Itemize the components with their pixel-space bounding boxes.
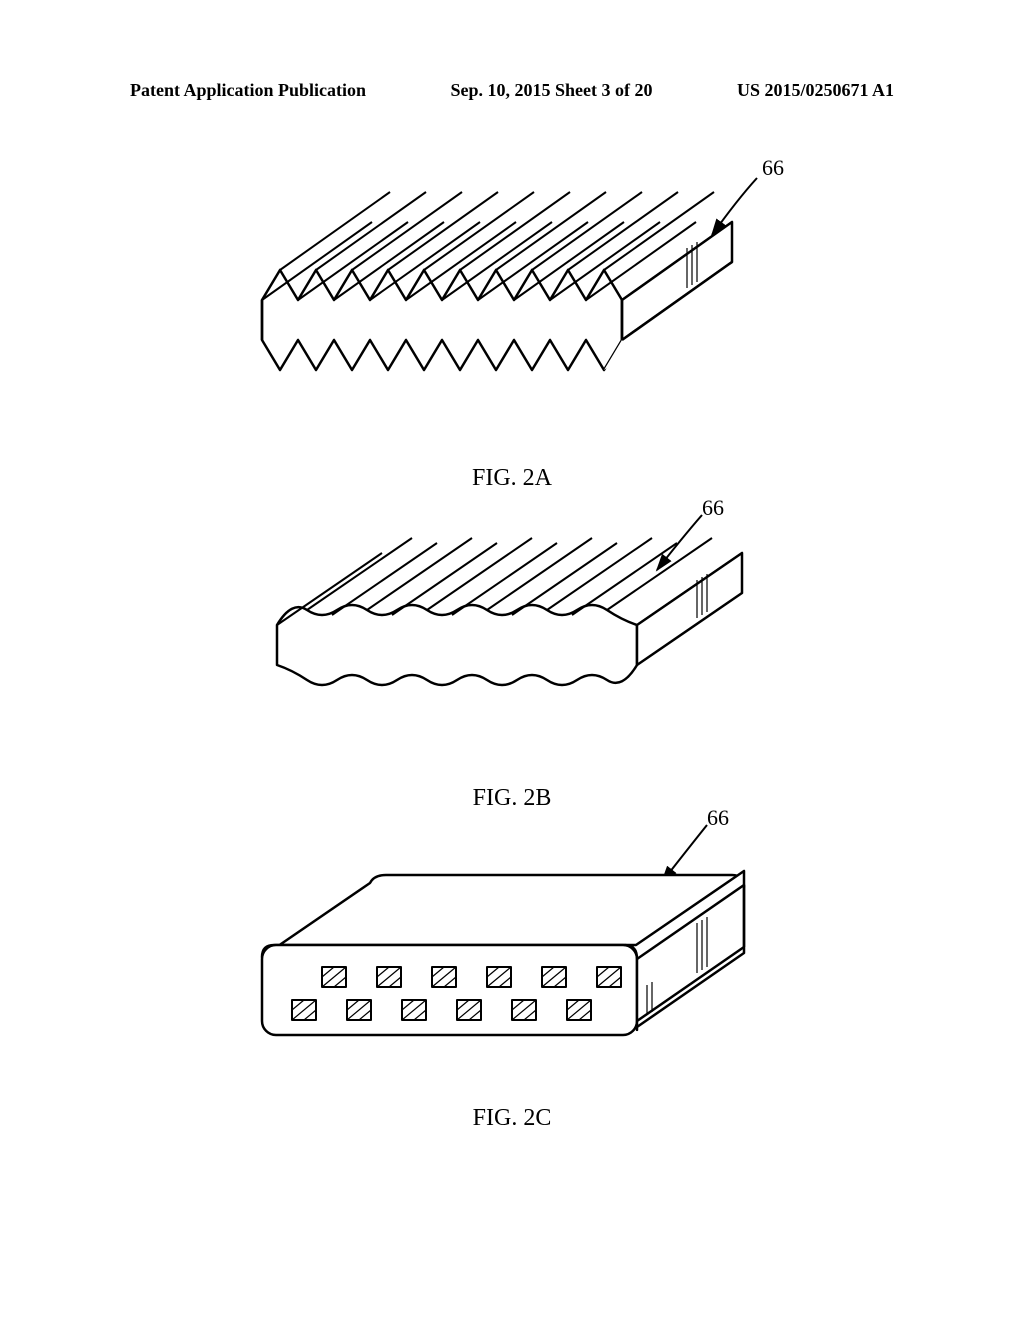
figure-2c-label: FIG. 2C xyxy=(207,1105,817,1132)
page-header: Patent Application Publication Sep. 10, … xyxy=(0,80,1024,101)
figure-2b-svg xyxy=(212,510,812,770)
header-right: US 2015/0250671 A1 xyxy=(737,80,894,101)
header-center: Sep. 10, 2015 Sheet 3 of 20 xyxy=(451,80,653,101)
figure-2c: 66 xyxy=(207,820,817,1132)
header-left: Patent Application Publication xyxy=(130,80,366,101)
ref-number-2c: 66 xyxy=(707,805,729,831)
ref-number-2a: 66 xyxy=(762,155,784,181)
figure-2a-svg xyxy=(202,160,822,450)
figure-2a-label: FIG. 2A xyxy=(202,465,822,492)
figure-2c-svg xyxy=(207,820,817,1090)
figure-2b: 66 xyxy=(212,510,812,812)
ref-number-2b: 66 xyxy=(702,495,724,521)
figure-2a: 66 xyxy=(202,160,822,492)
